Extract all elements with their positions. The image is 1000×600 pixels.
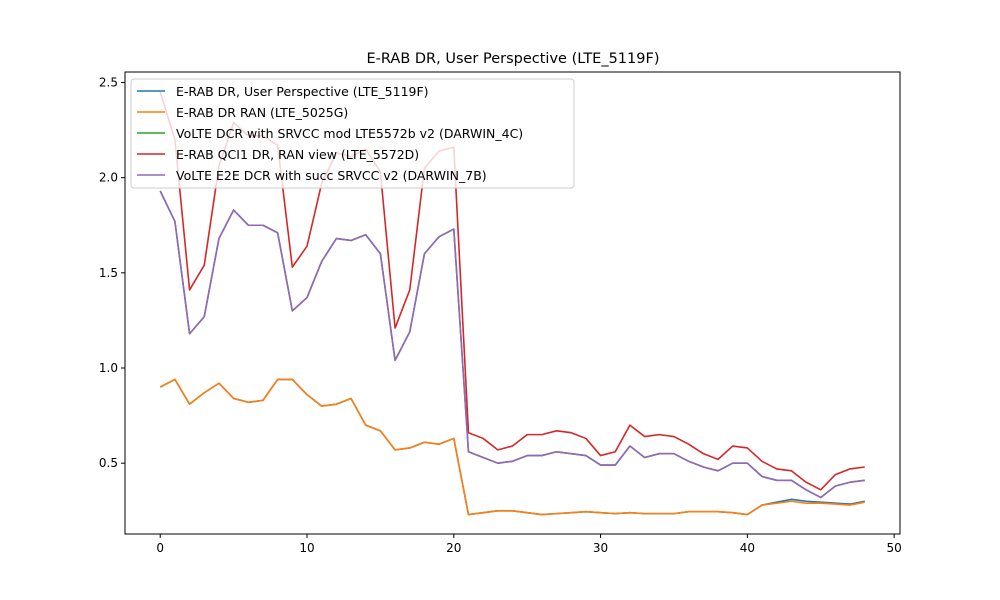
legend-label: E-RAB DR RAN (LTE_5025G) [176, 105, 348, 120]
x-tick-label: 40 [740, 541, 755, 555]
legend-label: VoLTE DCR with SRVCC mod LTE5572b v2 (DA… [176, 126, 523, 141]
x-tick-label: 30 [593, 541, 608, 555]
x-tick-label: 20 [446, 541, 461, 555]
x-axis: 0 10 20 30 40 50 [156, 534, 902, 555]
legend-box [130, 78, 575, 189]
legend: E-RAB DR, User Perspective (LTE_5119F) E-… [130, 78, 575, 189]
series-line-2 [159, 378, 865, 516]
x-tick-label: 0 [156, 541, 164, 555]
x-tick-label: 50 [886, 541, 901, 555]
x-tick-label: 10 [299, 541, 314, 555]
legend-label: E-RAB QCI1 DR, RAN view (LTE_5572D) [176, 147, 419, 162]
legend-label: VoLTE E2E DCR with succ SRVCC v2 (DARWIN… [176, 168, 487, 183]
axes-frame [124, 71, 901, 535]
y-tick-label: 2.0 [99, 171, 118, 185]
series-line-5 [159, 190, 865, 499]
y-axis: 0.5 1.0 1.5 2.0 2.5 [99, 75, 125, 470]
y-tick-label: 1.0 [99, 361, 118, 375]
legend-label: E-RAB DR, User Perspective (LTE_5119F) [176, 84, 429, 99]
y-tick-label: 1.5 [99, 266, 118, 280]
y-tick-label: 0.5 [99, 456, 118, 470]
chart-title: E-RAB DR, User Perspective (LTE_5119F) [367, 51, 660, 67]
y-tick-label: 2.5 [99, 75, 118, 89]
